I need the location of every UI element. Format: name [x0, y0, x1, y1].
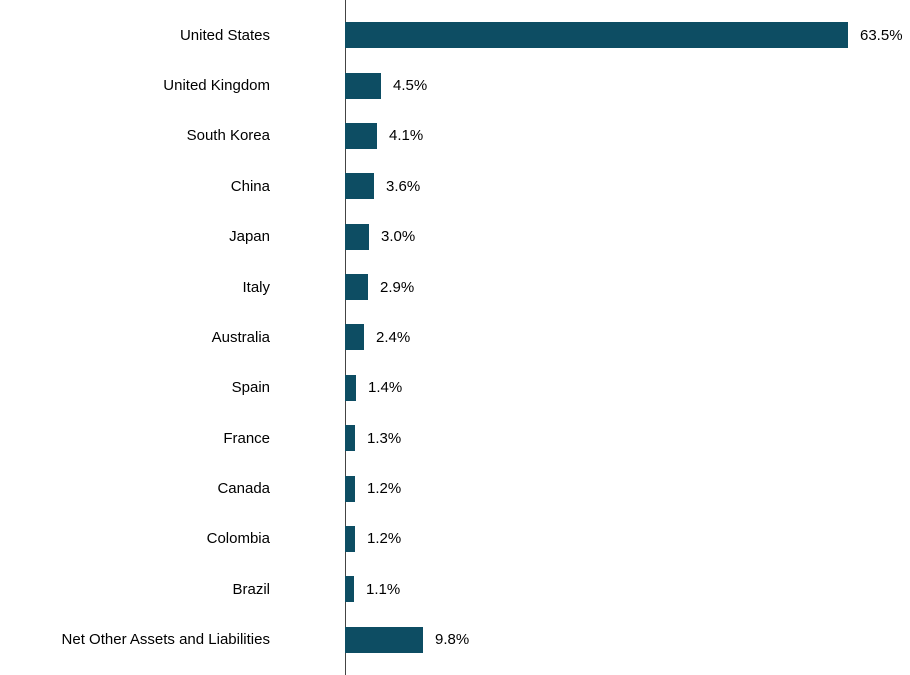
value-label: 1.3% [367, 429, 402, 447]
bar-zone: 2.9% [345, 263, 910, 312]
bar-row: Australia 2.4% [0, 313, 910, 362]
category-label: Australia [211, 328, 270, 346]
bar-zone: 1.4% [345, 363, 910, 412]
bar-zone: 1.1% [345, 565, 910, 614]
bar-zone: 3.0% [345, 212, 910, 261]
value-label: 1.1% [366, 580, 401, 598]
category-label: Italy [242, 278, 270, 296]
value-label: 3.6% [386, 177, 421, 195]
value-label: 4.1% [389, 127, 424, 145]
bar [345, 324, 364, 351]
bar-row: United States 63.5% [0, 11, 910, 60]
category-label: Brazil [232, 580, 270, 598]
bar-row: Brazil 1.1% [0, 565, 910, 614]
bar-row: Canada 1.2% [0, 464, 910, 513]
value-label: 1.2% [367, 480, 402, 498]
bar-zone: 4.5% [345, 61, 910, 110]
category-label: South Korea [186, 127, 270, 145]
bar [345, 22, 848, 49]
bar [345, 525, 355, 552]
bar [345, 122, 377, 149]
bar-row: Japan 3.0% [0, 212, 910, 261]
bar-row: France 1.3% [0, 414, 910, 463]
value-label: 3.0% [381, 228, 416, 246]
category-label: Japan [229, 228, 270, 246]
bar-zone: 1.2% [345, 514, 910, 563]
category-label: Canada [217, 480, 270, 498]
bar-row: Net Other Assets and Liabilities 9.8% [0, 615, 910, 664]
value-label: 2.9% [380, 278, 415, 296]
bar-zone: 1.3% [345, 414, 910, 463]
bar-zone: 63.5% [345, 11, 910, 60]
bar-row: South Korea 4.1% [0, 111, 910, 160]
bar-row: Colombia 1.2% [0, 514, 910, 563]
bar-zone: 1.2% [345, 464, 910, 513]
bar [345, 173, 374, 200]
bar [345, 274, 368, 301]
bar-zone: 9.8% [345, 615, 910, 664]
bar-row: Italy 2.9% [0, 263, 910, 312]
category-label: United Kingdom [163, 77, 270, 95]
category-label: United States [179, 26, 270, 44]
category-label: France [223, 429, 270, 447]
bar [345, 626, 423, 653]
bar-row: Spain 1.4% [0, 363, 910, 412]
bar [345, 223, 369, 250]
bar [345, 576, 354, 603]
bar [345, 475, 355, 502]
value-label: 1.4% [368, 379, 403, 397]
bar [345, 425, 355, 452]
value-label: 63.5% [860, 26, 903, 44]
value-label: 9.8% [435, 631, 470, 649]
bar-zone: 4.1% [345, 111, 910, 160]
category-label: Spain [231, 379, 270, 397]
bar-row: China 3.6% [0, 162, 910, 211]
value-label: 2.4% [376, 328, 411, 346]
category-label: Colombia [206, 530, 270, 548]
bar [345, 374, 356, 401]
bar-row: United Kingdom 4.5% [0, 61, 910, 110]
category-label: Net Other Assets and Liabilities [61, 631, 270, 649]
value-label: 1.2% [367, 530, 402, 548]
bar-zone: 2.4% [345, 313, 910, 362]
bar-zone: 3.6% [345, 162, 910, 211]
bar [345, 72, 381, 99]
category-label: China [230, 177, 270, 195]
value-label: 4.5% [393, 77, 428, 95]
